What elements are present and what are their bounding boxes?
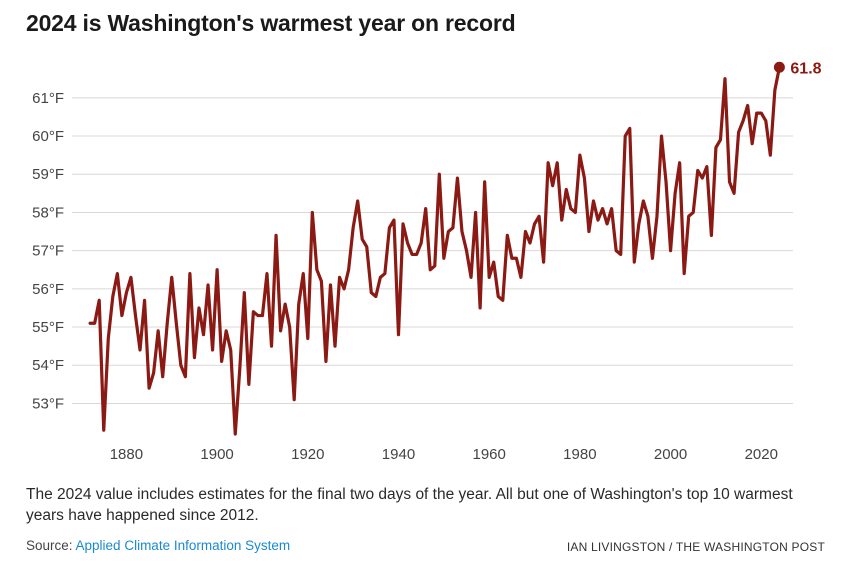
x-tick-label: 1980 bbox=[563, 446, 596, 463]
source-line: Source: Applied Climate Information Syst… bbox=[26, 538, 290, 553]
y-tick-label: 58°F bbox=[32, 204, 64, 221]
source-link[interactable]: Applied Climate Information System bbox=[75, 538, 291, 553]
x-tick-label: 1920 bbox=[291, 446, 324, 463]
y-tick-label: 54°F bbox=[32, 357, 64, 374]
source-prefix: Source: bbox=[26, 538, 76, 553]
y-tick-label: 59°F bbox=[32, 166, 64, 183]
x-tick-label: 1880 bbox=[110, 446, 143, 463]
y-tick-label: 55°F bbox=[32, 319, 64, 336]
y-tick-label: 60°F bbox=[32, 128, 64, 145]
x-tick-label: 1900 bbox=[200, 446, 233, 463]
x-tick-label: 2000 bbox=[654, 446, 687, 463]
series-layer: 61.8 bbox=[88, 60, 822, 436]
end-value-label: 61.8 bbox=[790, 60, 821, 77]
line-chart: 53°F 54°F 55°F 56°F 57°F 58°F 59°F 60°F 61°F 188… bbox=[32, 60, 822, 463]
end-point-marker bbox=[773, 61, 785, 73]
y-axis-tick-labels: 53°F 54°F 55°F 56°F 57°F 58°F 59°F 60°F 61°F bbox=[32, 90, 64, 413]
chart-title: 2024 is Washington's warmest year on rec… bbox=[26, 10, 516, 36]
y-tick-label: 57°F bbox=[32, 243, 64, 260]
x-tick-label: 2020 bbox=[745, 446, 778, 463]
x-tick-label: 1960 bbox=[472, 446, 505, 463]
y-tick-label: 61°F bbox=[32, 90, 64, 107]
y-tick-label: 53°F bbox=[32, 395, 64, 412]
x-tick-label: 1940 bbox=[382, 446, 415, 463]
series-line bbox=[88, 65, 781, 436]
x-axis-tick-labels: 1880 1900 1920 1940 1960 1980 2000 2020 bbox=[110, 446, 778, 463]
chart-note: The 2024 value includes estimates for th… bbox=[26, 486, 793, 524]
y-tick-label: 56°F bbox=[32, 281, 64, 298]
credit-line: IAN LIVINGSTON / THE WASHINGTON POST bbox=[566, 540, 825, 554]
